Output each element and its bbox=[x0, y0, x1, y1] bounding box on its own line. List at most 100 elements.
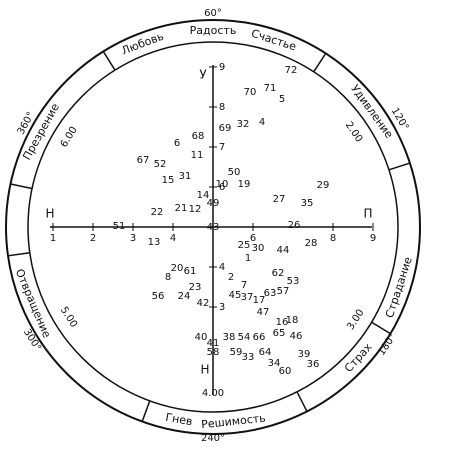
point-label: 52 bbox=[154, 159, 167, 170]
point-label: 11 bbox=[191, 150, 204, 161]
ring-label: Гнев bbox=[165, 411, 194, 429]
point-label: 72 bbox=[285, 65, 298, 76]
point-label: 71 bbox=[264, 83, 277, 94]
ring-value: 2.00 bbox=[343, 120, 365, 145]
x-tick-label: 1 bbox=[50, 233, 56, 244]
point-label: 37 bbox=[241, 292, 254, 303]
point-label: 13 bbox=[148, 237, 161, 248]
point-label: 54 bbox=[238, 332, 251, 343]
point-label: 66 bbox=[253, 332, 266, 343]
y-tick-label: 4 bbox=[219, 262, 225, 273]
point-label: 39 bbox=[298, 349, 311, 360]
point-label: 53 bbox=[287, 276, 300, 287]
point-label: 49 bbox=[207, 198, 220, 209]
point-label: 43 bbox=[207, 222, 220, 233]
x-tick-label: 2 bbox=[90, 233, 96, 244]
point-label: 23 bbox=[189, 282, 202, 293]
ring-label: Любовь bbox=[120, 30, 166, 58]
point-label: 64 bbox=[259, 347, 272, 358]
ring-label: Страх bbox=[342, 340, 375, 375]
ring-divider bbox=[296, 391, 308, 412]
point-label: 2 bbox=[228, 272, 234, 283]
point-label: 8 bbox=[165, 272, 171, 283]
point-label: 50 bbox=[228, 167, 241, 178]
ring-value: 3.00 bbox=[345, 308, 366, 333]
ring-label: Радость bbox=[190, 24, 237, 37]
ring-value: 5.00 bbox=[58, 305, 79, 330]
x-tick-label: 3 bbox=[130, 233, 136, 244]
point-label: 7 bbox=[241, 280, 247, 291]
ring-label: Счастье bbox=[250, 27, 299, 54]
point-label: 5 bbox=[279, 94, 285, 105]
point-label: 47 bbox=[257, 307, 270, 318]
point-label: 21 bbox=[175, 203, 188, 214]
point-label: 68 bbox=[192, 131, 205, 142]
ring-divider bbox=[10, 183, 33, 190]
axis-bottom: Н bbox=[200, 363, 209, 377]
ring-divider bbox=[371, 321, 391, 335]
point-label: 14 bbox=[197, 190, 210, 201]
y-tick-label: 7 bbox=[219, 142, 225, 153]
point-label: 17 bbox=[253, 295, 266, 306]
point-label: 35 bbox=[301, 198, 314, 209]
x-tick-label: 9 bbox=[370, 233, 376, 244]
point-label: 65 bbox=[273, 328, 286, 339]
inner-circle bbox=[27, 41, 399, 413]
point-label: 30 bbox=[252, 243, 265, 254]
point-label: 58 bbox=[207, 347, 220, 358]
point-label: 40 bbox=[195, 332, 208, 343]
point-label: 33 bbox=[242, 352, 255, 363]
point-label: 70 bbox=[244, 87, 257, 98]
point-label: 41 bbox=[207, 338, 220, 349]
ring-divider bbox=[388, 162, 411, 171]
point-label: 31 bbox=[179, 171, 192, 182]
axis-right: П bbox=[363, 207, 372, 221]
point-label: 1 bbox=[245, 253, 251, 264]
y-tick-label: 6 bbox=[219, 182, 225, 193]
point-label: 60 bbox=[279, 366, 292, 377]
point-label: 42 bbox=[197, 298, 210, 309]
point-label: 67 bbox=[137, 155, 150, 166]
point-label: 16 bbox=[276, 317, 289, 328]
ring-divider bbox=[102, 51, 116, 71]
point-label: 34 bbox=[268, 358, 281, 369]
degree-label: 60° bbox=[204, 8, 222, 19]
degree-label: 180° bbox=[376, 332, 399, 358]
point-label: 29 bbox=[317, 180, 330, 191]
point-label: 45 bbox=[229, 290, 242, 301]
ring-value: 6.00 bbox=[59, 125, 80, 150]
outer-circle bbox=[5, 19, 421, 435]
ring-divider bbox=[141, 400, 151, 422]
axis-top: У bbox=[199, 68, 207, 82]
point-label: 63 bbox=[264, 288, 277, 299]
y-tick-label: 8 bbox=[219, 102, 225, 113]
ring-divider bbox=[7, 252, 30, 257]
x-tick-label: 4 bbox=[170, 233, 176, 244]
ring-divider bbox=[313, 52, 327, 73]
point-label: 46 bbox=[290, 331, 303, 342]
point-label: 57 bbox=[277, 286, 290, 297]
x-tick-label: 8 bbox=[330, 233, 336, 244]
point-label: 69 bbox=[219, 123, 232, 134]
point-label: 36 bbox=[307, 359, 320, 370]
point-label: 51 bbox=[113, 221, 126, 232]
point-label: 10 bbox=[216, 179, 229, 190]
point-label: 44 bbox=[277, 245, 290, 256]
point-label: 12 bbox=[189, 204, 202, 215]
x-tick-label: 6 bbox=[250, 233, 256, 244]
point-label: 56 bbox=[152, 291, 165, 302]
point-label: 38 bbox=[223, 332, 236, 343]
point-label: 6 bbox=[174, 138, 180, 149]
ring-label: Решимость bbox=[201, 412, 267, 432]
bottom-value: 4.00 bbox=[202, 388, 224, 399]
point-label: 32 bbox=[237, 119, 250, 130]
point-label: 59 bbox=[230, 347, 243, 358]
degree-label: 240° bbox=[201, 433, 225, 444]
point-label: 18 bbox=[286, 315, 299, 326]
point-label: 61 bbox=[184, 266, 197, 277]
point-label: 28 bbox=[305, 238, 318, 249]
point-label: 25 bbox=[238, 240, 251, 251]
point-label: 19 bbox=[238, 179, 251, 190]
point-label: 22 bbox=[151, 207, 164, 218]
